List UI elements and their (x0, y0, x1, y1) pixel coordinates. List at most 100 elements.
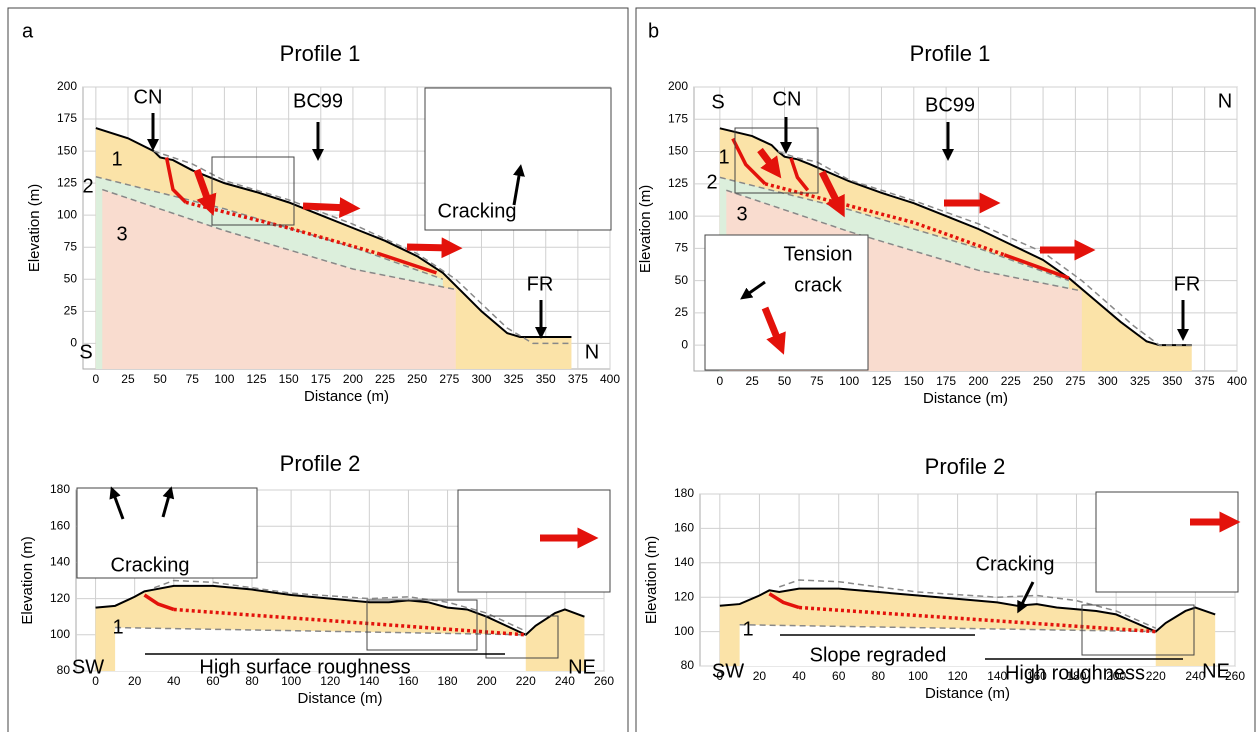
inset-box (485, 615, 559, 659)
pointer-arrow (512, 164, 525, 206)
x-tick-label: 0 (716, 669, 723, 683)
movement-arrow (761, 306, 786, 355)
x-tick-label: 180 (438, 674, 458, 688)
x-tick-label: 350 (536, 372, 556, 386)
profile-line (764, 182, 1005, 257)
annotation: NE (1202, 660, 1230, 682)
x-axis-label: Distance (m) (925, 685, 1010, 702)
annotation: High surface roughness (199, 656, 410, 678)
x-tick-label: 275 (1065, 374, 1085, 388)
x-tick-label: 250 (407, 372, 427, 386)
x-tick-label: 75 (186, 372, 200, 386)
annotation: CN (134, 86, 163, 108)
x-tick-label: 225 (1001, 374, 1021, 388)
x-tick-label: 25 (121, 372, 135, 386)
x-tick-label: 350 (1162, 374, 1182, 388)
x-tick-label: 240 (555, 674, 575, 688)
x-tick-label: 100 (908, 669, 928, 683)
profile-line (779, 579, 1157, 629)
y-axis-label: Elevation (m) (19, 536, 36, 624)
x-tick-label: 40 (792, 669, 806, 683)
annotation: Cracking (438, 200, 517, 222)
profile-line (719, 587, 1216, 633)
x-tick-label: 60 (206, 674, 220, 688)
x-tick-label: 160 (1027, 669, 1047, 683)
inset-box (704, 234, 869, 371)
inset-box (424, 87, 612, 231)
y-tick-label: 180 (674, 486, 694, 500)
pointer-arrow (740, 280, 766, 300)
annotation: 2 (82, 175, 93, 197)
profile-line (153, 150, 572, 345)
profile-line (95, 584, 585, 636)
x-tick-label: 0 (717, 374, 724, 388)
x-tick-label: 200 (968, 374, 988, 388)
x-tick-label: 125 (871, 374, 891, 388)
annotation: S (79, 341, 92, 363)
x-tick-label: 50 (778, 374, 792, 388)
x-tick-label: 375 (568, 372, 588, 386)
pointer-arrow (161, 486, 175, 518)
x-tick-label: 75 (810, 374, 824, 388)
x-tick-label: 260 (1225, 669, 1245, 683)
annotation: 3 (736, 203, 747, 225)
y-tick-label: 160 (50, 518, 70, 532)
x-tick-label: 80 (872, 669, 886, 683)
annotation: SW (712, 660, 744, 682)
x-tick-label: 25 (745, 374, 759, 388)
x-tick-label: 200 (343, 372, 363, 386)
annotation: 1 (718, 146, 729, 168)
profile-line (378, 251, 438, 275)
x-tick-label: 240 (1185, 669, 1205, 683)
y-tick-label: 180 (50, 482, 70, 496)
annotation: NE (568, 656, 596, 678)
x-tick-label: 225 (375, 372, 395, 386)
y-tick-label: 25 (675, 305, 689, 319)
y-tick-label: 140 (674, 555, 694, 569)
x-tick-label: 50 (153, 372, 167, 386)
annotation: Cracking (111, 554, 190, 576)
y-tick-label: 125 (57, 175, 77, 189)
inset-box (734, 127, 819, 194)
x-tick-label: 150 (279, 372, 299, 386)
annotation: CN (773, 88, 802, 110)
y-tick-label: 100 (57, 207, 77, 221)
y-tick-label: 120 (50, 591, 70, 605)
x-tick-label: 80 (245, 674, 259, 688)
x-tick-label: 325 (504, 372, 524, 386)
chart-title: Profile 1 (910, 41, 991, 66)
x-tick-label: 175 (311, 372, 331, 386)
y-tick-label: 75 (675, 241, 689, 255)
x-tick-label: 250 (1033, 374, 1053, 388)
y-tick-label: 100 (674, 624, 694, 638)
x-tick-label: 260 (594, 674, 614, 688)
profile-line (95, 175, 444, 280)
y-tick-label: 200 (57, 79, 77, 93)
annotation: crack (794, 274, 843, 296)
profile-line (768, 592, 800, 610)
annotation: 1 (111, 148, 122, 170)
pointer-arrow (1017, 581, 1035, 614)
profile-line (726, 189, 1083, 292)
x-tick-label: 150 (904, 374, 924, 388)
movement-arrow (406, 237, 463, 259)
x-tick-label: 300 (1098, 374, 1118, 388)
y-tick-label: 125 (668, 176, 688, 190)
profile-line (164, 157, 188, 204)
unit-area (115, 627, 526, 671)
x-tick-label: 275 (439, 372, 459, 386)
profile-line (185, 200, 380, 256)
pointer-arrow (109, 486, 125, 520)
x-tick-label: 400 (600, 372, 620, 386)
profile-line (102, 188, 456, 291)
x-tick-label: 125 (247, 372, 267, 386)
x-tick-label: 400 (1227, 374, 1247, 388)
x-tick-label: 120 (948, 669, 968, 683)
x-axis-label: Distance (m) (297, 690, 382, 707)
y-tick-label: 120 (674, 589, 694, 603)
profile-line (789, 157, 810, 192)
profile-line (777, 150, 1192, 346)
y-tick-label: 75 (64, 239, 78, 253)
inset-box (1095, 491, 1239, 593)
